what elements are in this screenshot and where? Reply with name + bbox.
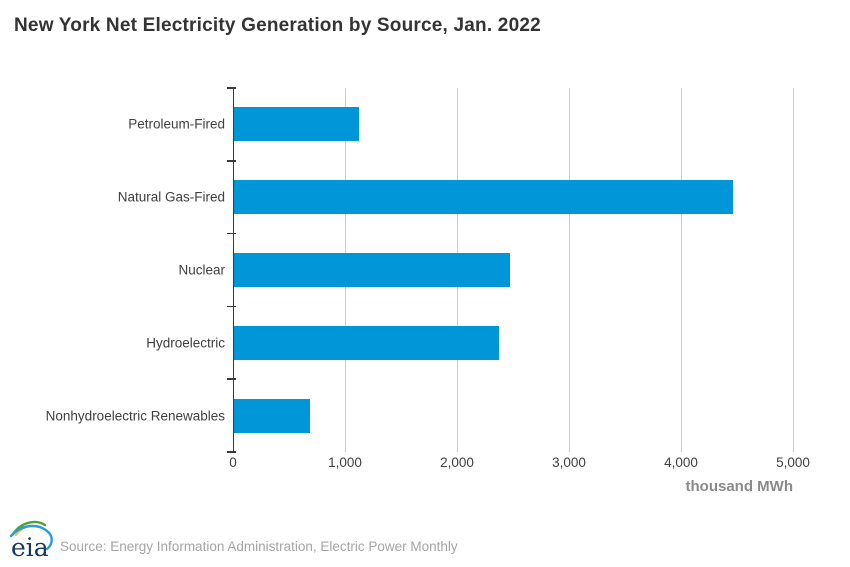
gridline-4000 (681, 88, 682, 452)
x-tick-label-1000: 1,000 (328, 455, 362, 470)
y-axis-tick (227, 87, 236, 89)
gridline-5000 (793, 88, 794, 452)
eia-logo: eia (9, 520, 53, 562)
y-axis-tick (227, 451, 236, 453)
x-tick-label-3000: 3,000 (552, 455, 586, 470)
bar-petroleum-fired (234, 107, 359, 142)
category-label-nonhydroelectric-renewables: Nonhydroelectric Renewables (45, 408, 225, 424)
category-label-nuclear: Nuclear (178, 262, 225, 278)
x-tick-label-2000: 2,000 (440, 455, 474, 470)
x-axis-unit-label: thousand MWh (685, 478, 793, 495)
y-axis-tick (227, 232, 236, 235)
x-tick-label-4000: 4,000 (664, 455, 698, 470)
category-label-hydroelectric: Hydroelectric (146, 335, 225, 351)
category-label-natural-gas-fired: Natural Gas-Fired (117, 189, 225, 205)
x-tick-label-5000: 5,000 (776, 455, 810, 470)
category-label-petroleum-fired: Petroleum-Fired (128, 116, 225, 132)
bar-nuclear (234, 253, 510, 287)
y-axis-tick (227, 378, 236, 380)
y-axis-tick (227, 160, 236, 162)
bar-nonhydroelectric-renewables (234, 398, 311, 433)
x-tick-label-0: 0 (229, 455, 237, 470)
eia-logo-text: eia (11, 533, 49, 562)
bar-natural-gas-fired (234, 180, 733, 215)
bar-hydroelectric (234, 325, 499, 360)
y-axis-tick (227, 305, 236, 308)
bar-chart-plot-area (227, 87, 794, 453)
eia-logo-blue-swoosh (9, 524, 53, 551)
chart-title: New York Net Electricity Generation by S… (14, 15, 541, 36)
gridline-3000 (569, 88, 570, 452)
source-attribution: Source: Energy Information Administratio… (60, 539, 458, 554)
y-axis-line (233, 88, 234, 452)
